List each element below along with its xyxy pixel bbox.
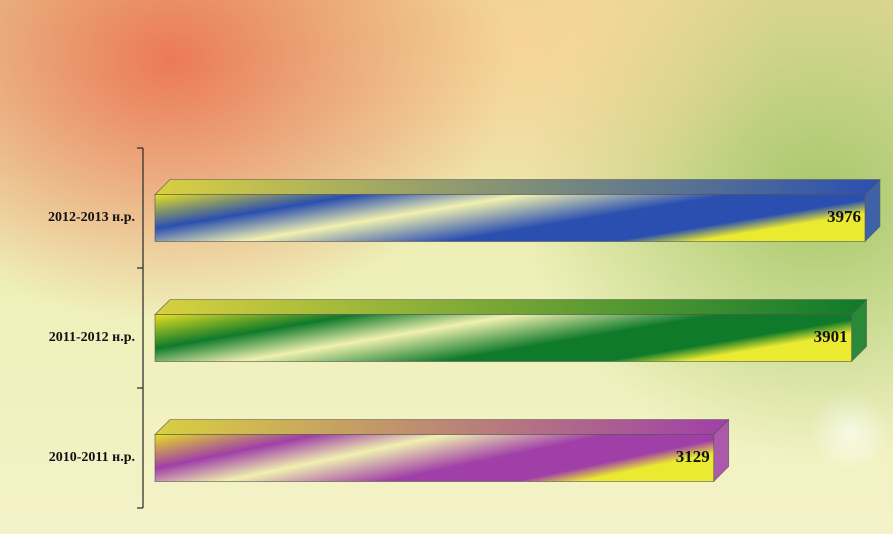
value-label: 3901 xyxy=(814,327,848,346)
bar xyxy=(154,314,852,362)
value-label: 3129 xyxy=(676,447,710,466)
bar xyxy=(154,194,866,242)
value-label: 3976 xyxy=(827,207,861,226)
bar xyxy=(154,434,715,482)
y-tick-label: 2010-2011 н.р. xyxy=(49,450,135,465)
bar-top xyxy=(154,419,730,435)
bar-top xyxy=(154,179,881,195)
y-tick-label: 2011-2012 н.р. xyxy=(49,330,135,345)
bar-top xyxy=(154,299,868,315)
y-tick-label: 2012-2013 н.р. xyxy=(48,210,135,225)
